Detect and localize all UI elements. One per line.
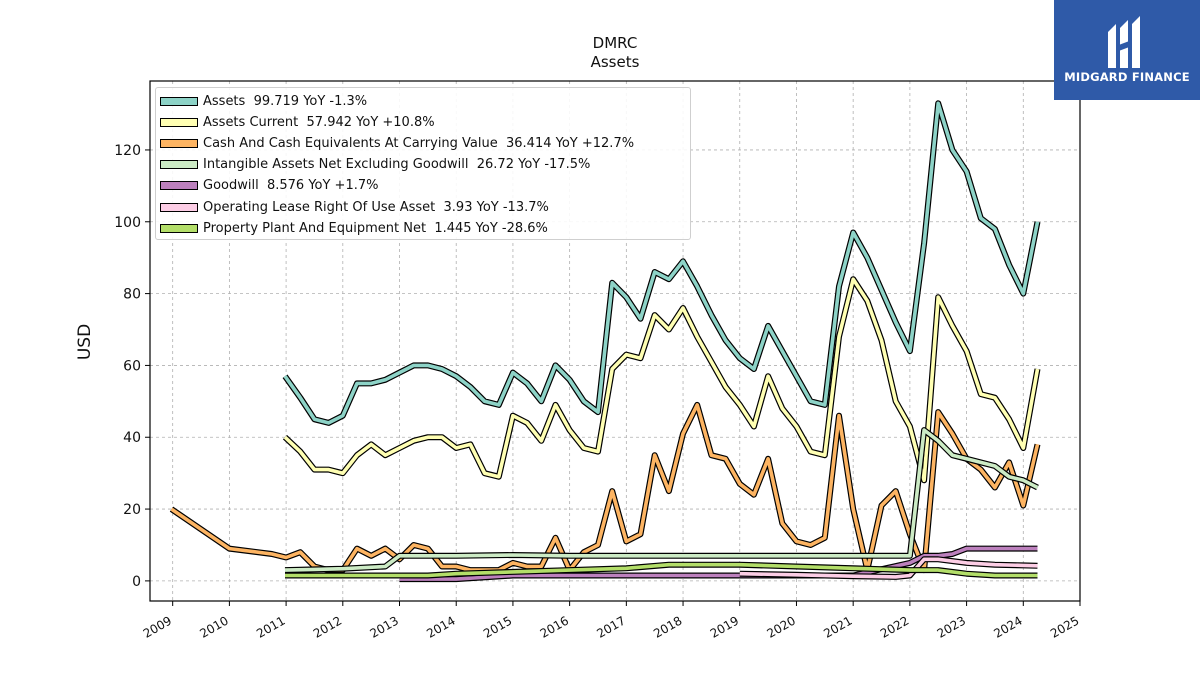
- x-tick-label: 2017: [594, 613, 627, 640]
- series-line: [283, 101, 1040, 425]
- legend-item: Assets 99.719 YoY -1.3%: [160, 91, 690, 112]
- legend-label: Cash And Cash Equivalents At Carrying Va…: [203, 136, 635, 152]
- legend-label: Property Plant And Equipment Net 1.445 Y…: [203, 220, 548, 236]
- x-tick-label: 2024: [991, 613, 1024, 640]
- x-tick-label: 2021: [821, 613, 854, 640]
- x-tick-label: 2016: [538, 613, 571, 640]
- series-3: [284, 427, 1039, 574]
- series-line: [285, 562, 1038, 578]
- x-tick-label: 2015: [481, 613, 514, 640]
- legend-swatch: [160, 160, 198, 170]
- y-axis-label: USD: [75, 324, 95, 360]
- legend-swatch: [160, 118, 198, 128]
- x-tick-label: 2022: [878, 613, 911, 640]
- y-tick-label: 60: [123, 358, 141, 374]
- series-line: [283, 277, 1040, 483]
- legend-label: Intangible Assets Net Excluding Goodwill…: [203, 157, 591, 173]
- x-tick-label: 2014: [424, 613, 457, 640]
- x-tick-label: 2018: [651, 613, 684, 640]
- series-line: [739, 557, 1038, 579]
- logo-text: MIDGARD FINANCE: [1064, 70, 1190, 84]
- x-tick-label: 2013: [368, 613, 401, 640]
- x-tick-label: 2023: [935, 613, 968, 640]
- legend-swatch: [160, 202, 198, 212]
- legend-label: Goodwill 8.576 YoY +1.7%: [203, 178, 379, 194]
- series-0: [282, 100, 1041, 426]
- y-tick-label: 80: [123, 287, 141, 303]
- legend-label: Assets 99.719 YoY -1.3%: [203, 94, 368, 110]
- series-1: [282, 276, 1041, 484]
- y-tick-label: 40: [123, 430, 141, 446]
- chart-title: DMRC: [593, 34, 638, 52]
- plot-frame: [149, 80, 1081, 602]
- series-2: [169, 401, 1041, 574]
- series-line: [170, 403, 1040, 572]
- y-tick-label: 20: [123, 502, 141, 518]
- series-layer: [169, 100, 1041, 583]
- legend-item: Assets Current 57.942 YoY +10.8%: [160, 112, 690, 133]
- x-tick-label: 2019: [708, 613, 741, 640]
- x-tick-label: 2009: [141, 613, 174, 640]
- x-tick-label: 2011: [254, 613, 287, 640]
- y-tick-label: 100: [114, 215, 141, 231]
- legend-item: Intangible Assets Net Excluding Goodwill…: [160, 154, 690, 175]
- series-5: [739, 556, 1038, 580]
- x-tick-label: 2010: [197, 613, 230, 640]
- series-6: [285, 561, 1038, 579]
- x-tick-label: 2025: [1048, 613, 1081, 640]
- y-tick-label: 0: [132, 574, 141, 590]
- logo-mark-icon: [1108, 16, 1140, 68]
- chart-subtitle: Assets: [591, 53, 640, 71]
- legend-item: Cash And Cash Equivalents At Carrying Va…: [160, 133, 690, 154]
- legend-label: Assets Current 57.942 YoY +10.8%: [203, 115, 435, 131]
- legend-swatch: [160, 181, 198, 191]
- legend-item: Goodwill 8.576 YoY +1.7%: [160, 175, 690, 196]
- legend-swatch: [160, 139, 198, 149]
- legend-label: Operating Lease Right Of Use Asset 3.93 …: [203, 199, 549, 215]
- legend: Assets 99.719 YoY -1.3% Assets Current 57…: [155, 87, 691, 240]
- legend-item: Operating Lease Right Of Use Asset 3.93 …: [160, 196, 690, 217]
- x-tick-label: 2020: [765, 613, 798, 640]
- x-tick-label: 2012: [311, 613, 344, 640]
- series-line: [284, 428, 1039, 572]
- brand-logo: MIDGARD FINANCE: [1054, 0, 1200, 100]
- legend-swatch: [160, 97, 198, 107]
- legend-item: Property Plant And Equipment Net 1.445 Y…: [160, 218, 690, 239]
- y-tick-label: 120: [114, 143, 141, 159]
- legend-swatch: [160, 223, 198, 233]
